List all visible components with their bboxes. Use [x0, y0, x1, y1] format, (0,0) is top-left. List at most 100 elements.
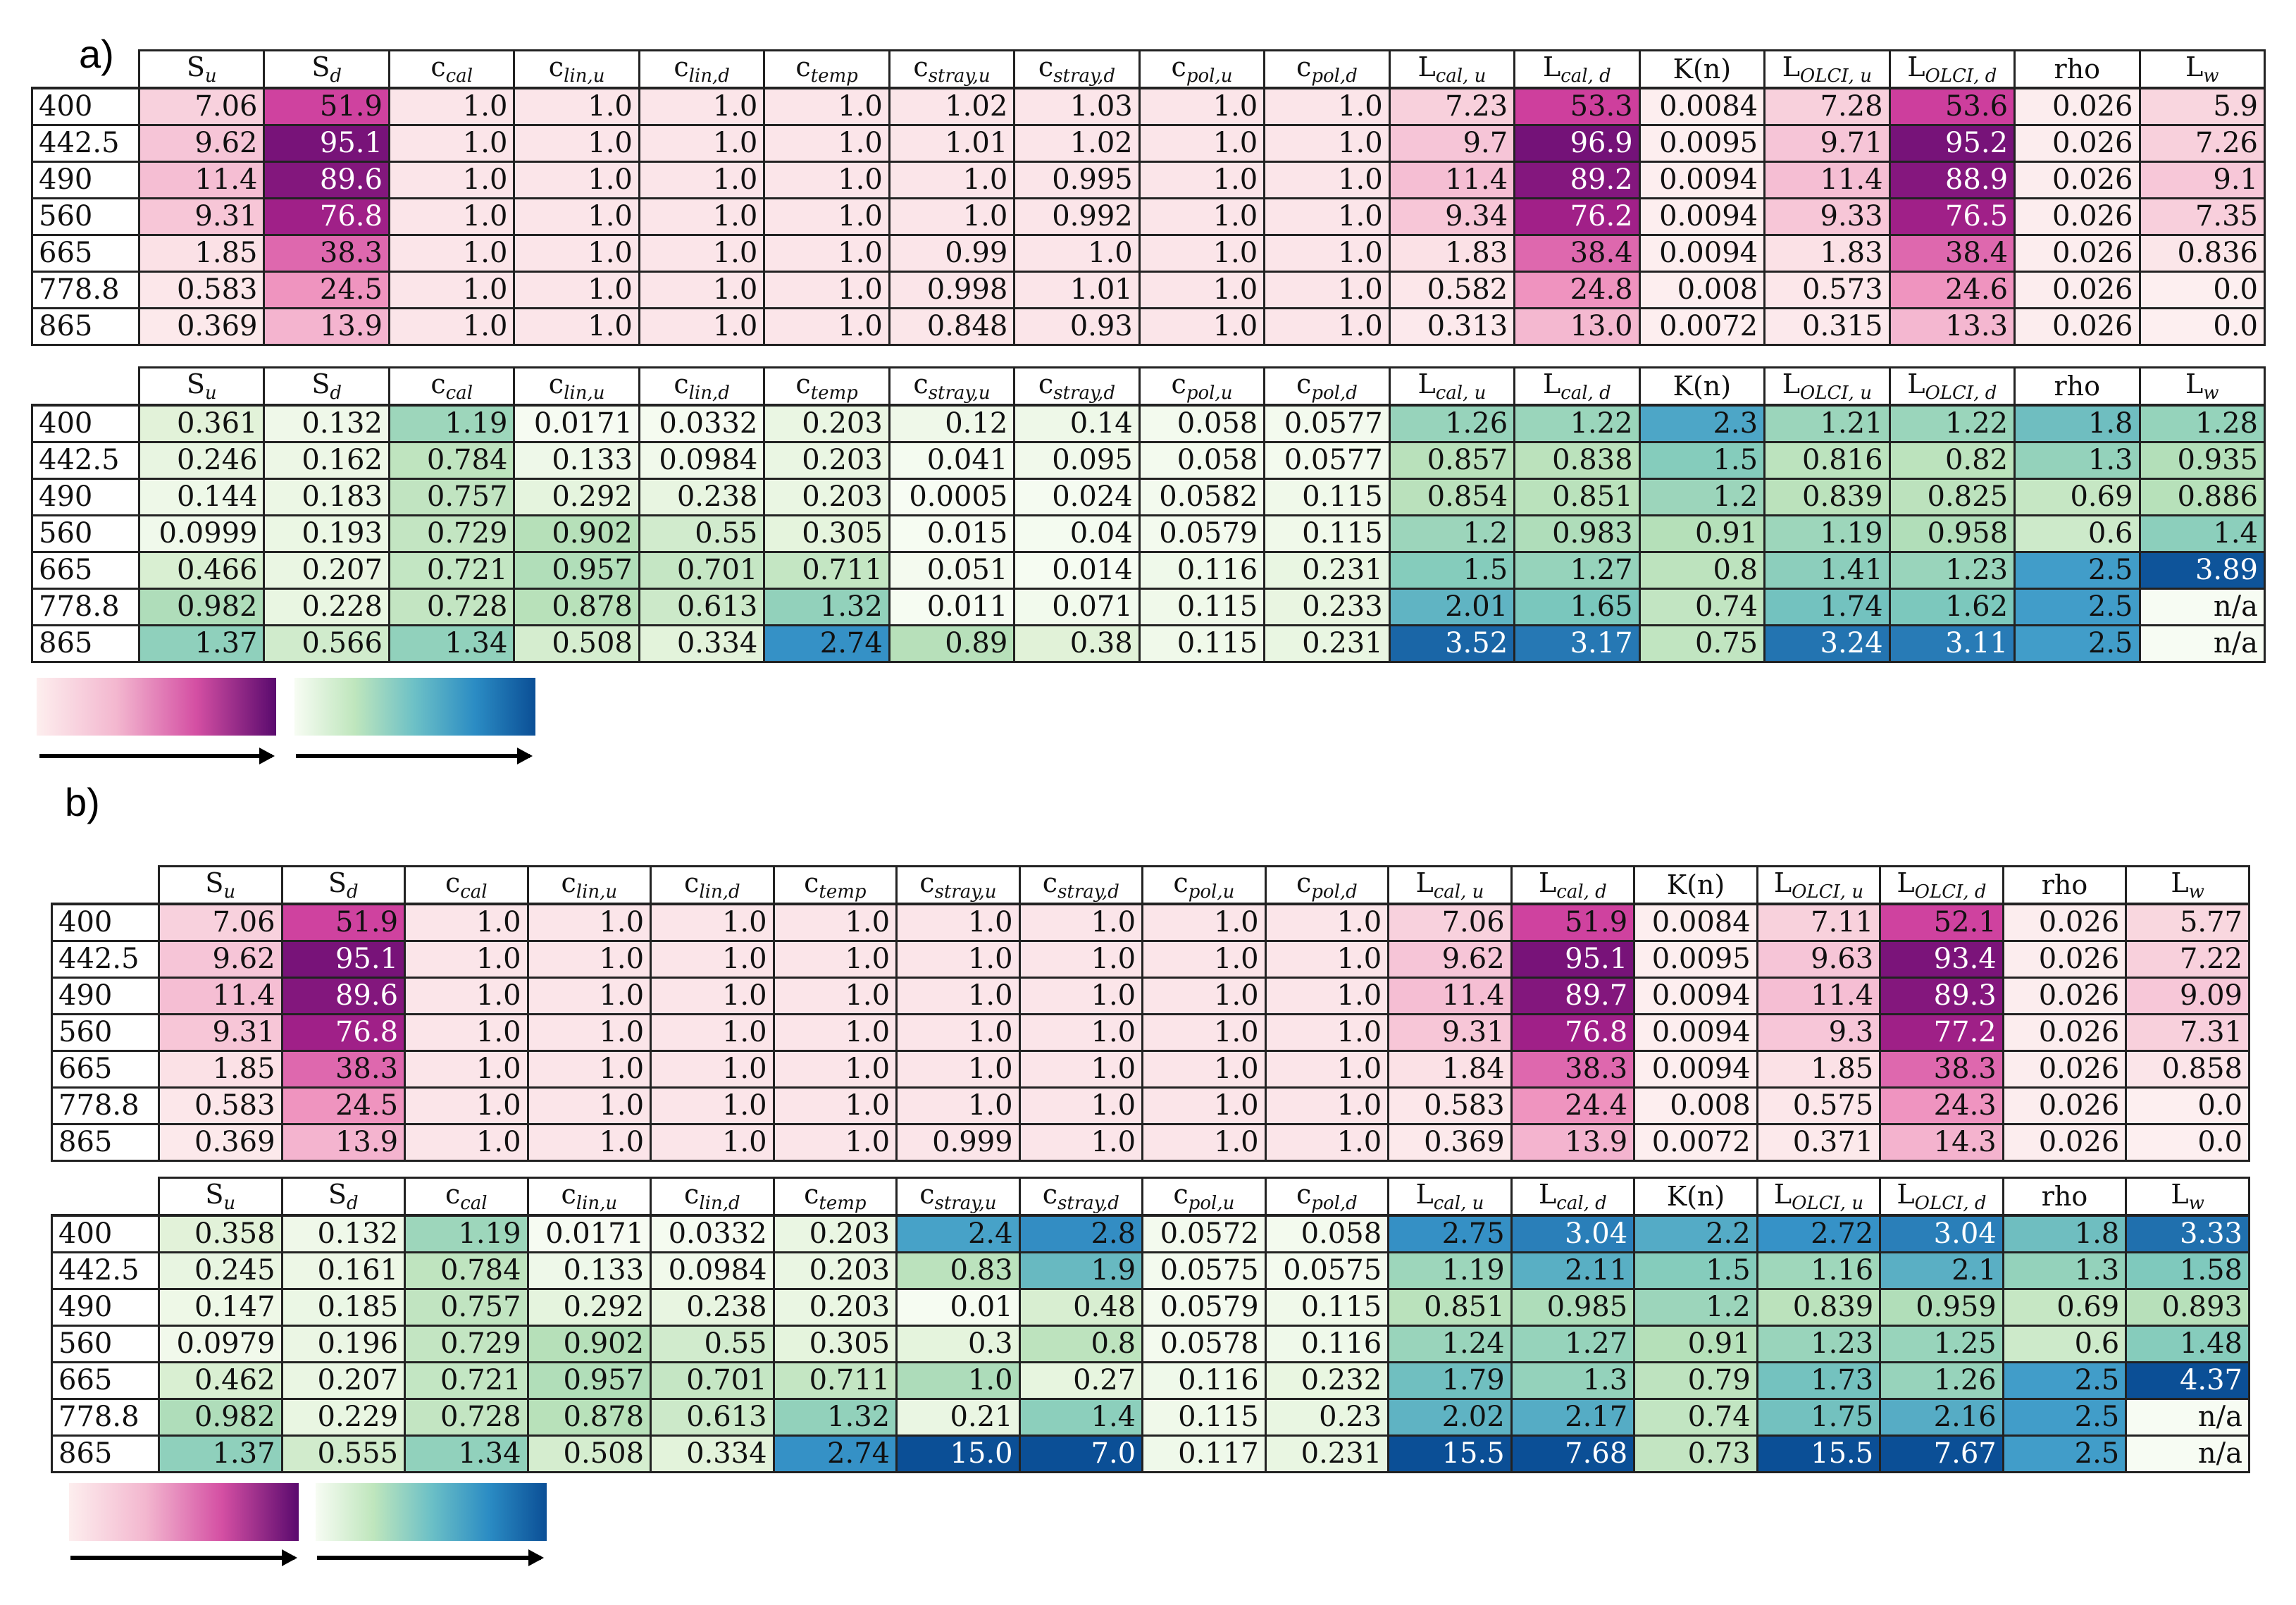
value-cell: 14.3 — [1879, 1122, 2004, 1162]
value-cell: 0.026 — [2002, 1049, 2128, 1089]
value-cell: 0.015 — [888, 514, 1016, 553]
value-cell: 0.133 — [513, 440, 640, 480]
value-cell: 1.0 — [772, 903, 898, 942]
table-row: 865 0.369 13.9 1.0 1.0 1.0 1.0 0.848 0.93 1.0 1.0 0… — [31, 306, 2266, 346]
value-cell: 5.9 — [2138, 87, 2266, 126]
value-cell: 1.2 — [1633, 1287, 1758, 1327]
value-cell: 2.11 — [1510, 1251, 1636, 1290]
column-header: Lcal, u — [1387, 1177, 1513, 1217]
value-cell: 1.19 — [387, 404, 516, 443]
column-header: clin,d — [638, 49, 766, 89]
value-cell: 0.305 — [772, 1324, 898, 1363]
value-cell: 1.85 — [1756, 1049, 1882, 1089]
value-cell: 1.8 — [2013, 404, 2141, 443]
value-cell: 1.24 — [1387, 1324, 1513, 1363]
corner-cell — [51, 866, 159, 905]
value-cell: 1.0 — [387, 123, 516, 163]
value-cell: 0.0095 — [1633, 939, 1758, 979]
table-row: 665 1.85 38.3 1.0 1.0 1.0 1.0 1.0 1.0 1.0 1.0 1.84 3… — [51, 1049, 2250, 1089]
value-cell: 0.851 — [1387, 1287, 1513, 1327]
panel-b-green-blue-colorbar — [316, 1483, 547, 1541]
wavelength-cell: 865 — [51, 1122, 160, 1162]
panel-a-green-arrow — [296, 748, 533, 764]
table-row: 778.8 0.982 0.228 0.728 0.878 0.613 1.32 0.011 0… — [31, 587, 2266, 626]
value-cell: 1.0 — [895, 939, 1021, 979]
value-cell: 0.147 — [158, 1287, 283, 1327]
value-cell: 1.0 — [1138, 160, 1266, 199]
value-cell: 1.0 — [763, 123, 891, 163]
table-row: 442.5 9.62 95.1 1.0 1.0 1.0 1.0 1.01 1.02 1.0 1.0 9… — [31, 123, 2266, 163]
value-cell: 0.55 — [638, 514, 766, 553]
value-cell: 0.613 — [638, 587, 766, 626]
column-header: Lcal, d — [1510, 865, 1636, 905]
value-cell: 0.935 — [2138, 440, 2266, 480]
value-cell: 0.238 — [650, 1287, 775, 1327]
table-row: 490 0.147 0.185 0.757 0.292 0.238 0.203 0.01 0.4… — [51, 1287, 2250, 1327]
value-cell: 0.051 — [888, 550, 1016, 590]
value-cell: 1.32 — [763, 587, 891, 626]
value-cell: 1.16 — [1756, 1251, 1882, 1290]
value-cell: 0.058 — [1138, 404, 1266, 443]
value-cell: 24.4 — [1510, 1086, 1636, 1125]
column-header: cpol,u — [1138, 366, 1266, 407]
value-cell: 0.721 — [387, 550, 516, 590]
column-header: Su — [137, 366, 266, 407]
value-cell: 1.0 — [895, 976, 1021, 1015]
value-cell: 1.0 — [513, 233, 640, 273]
table-row: 865 1.37 0.555 1.34 0.508 0.334 2.74 15.0 7.0 0.1… — [51, 1434, 2250, 1473]
value-cell: 0.231 — [1264, 1434, 1390, 1473]
wavelength-cell: 665 — [31, 233, 140, 273]
value-cell: 1.0 — [638, 123, 766, 163]
value-cell: 0.116 — [1138, 550, 1266, 590]
value-cell: 11.4 — [158, 976, 283, 1015]
value-cell: 11.4 — [1756, 976, 1882, 1015]
value-cell: 1.85 — [158, 1049, 283, 1089]
value-cell: 0.886 — [2138, 477, 2266, 516]
value-cell: 0.01 — [895, 1287, 1021, 1327]
column-header: cstray,u — [895, 865, 1021, 905]
value-cell: 0.89 — [888, 624, 1016, 663]
value-cell: 1.0 — [638, 87, 766, 126]
corner-cell — [51, 1177, 159, 1217]
value-cell: 0.3 — [895, 1324, 1021, 1363]
value-cell: 38.3 — [263, 233, 390, 273]
column-header: cpol,u — [1141, 865, 1267, 905]
value-cell: 77.2 — [1879, 1012, 2004, 1052]
value-cell: 1.0 — [1263, 270, 1391, 309]
value-cell: 1.0 — [1018, 939, 1144, 979]
value-cell: 2.5 — [2013, 624, 2141, 663]
value-cell: 1.0 — [387, 160, 516, 199]
value-cell: 1.0 — [1263, 123, 1391, 163]
value-cell: 1.8 — [2002, 1214, 2128, 1253]
value-cell: 1.0 — [895, 1361, 1021, 1400]
table-row: 442.5 0.246 0.162 0.784 0.133 0.0984 0.203 0.04… — [31, 440, 2266, 480]
value-cell: 1.75 — [1756, 1397, 1882, 1437]
value-cell: 9.09 — [2125, 976, 2250, 1015]
table-row: 778.8 0.583 24.5 1.0 1.0 1.0 1.0 0.998 1.01 1.0 1.… — [31, 270, 2266, 309]
value-cell: 7.06 — [158, 903, 283, 942]
value-cell: 9.34 — [1388, 197, 1516, 236]
column-header: ccal — [387, 366, 516, 407]
value-cell: 0.115 — [1138, 587, 1266, 626]
value-cell: 0.024 — [1013, 477, 1141, 516]
value-cell: 9.31 — [137, 197, 266, 236]
value-cell: 0.238 — [638, 477, 766, 516]
column-header: cpol,d — [1263, 49, 1391, 89]
panel-a-pink-arrow — [39, 748, 275, 764]
column-header: ccal — [404, 865, 529, 905]
table-row: 400 0.361 0.132 1.19 0.0171 0.0332 0.203 0.12 0.… — [31, 404, 2266, 443]
column-header: Sd — [263, 366, 390, 407]
value-cell: 1.0 — [638, 197, 766, 236]
value-cell: 1.0 — [895, 1049, 1021, 1089]
value-cell: 0.233 — [1263, 587, 1391, 626]
value-cell: 0.21 — [895, 1397, 1021, 1437]
value-cell: 1.0 — [650, 1122, 775, 1162]
value-cell: 1.0 — [650, 903, 775, 942]
value-cell: 1.0 — [404, 1122, 529, 1162]
value-cell: 1.19 — [1763, 514, 1891, 553]
value-cell: 0.0094 — [1633, 1012, 1758, 1052]
value-cell: 0.757 — [404, 1287, 529, 1327]
value-cell: 0.728 — [404, 1397, 529, 1437]
value-cell: 0.231 — [1263, 624, 1391, 663]
table-row: 665 1.85 38.3 1.0 1.0 1.0 1.0 0.99 1.0 1.0 1.0 1.83… — [31, 233, 2266, 273]
